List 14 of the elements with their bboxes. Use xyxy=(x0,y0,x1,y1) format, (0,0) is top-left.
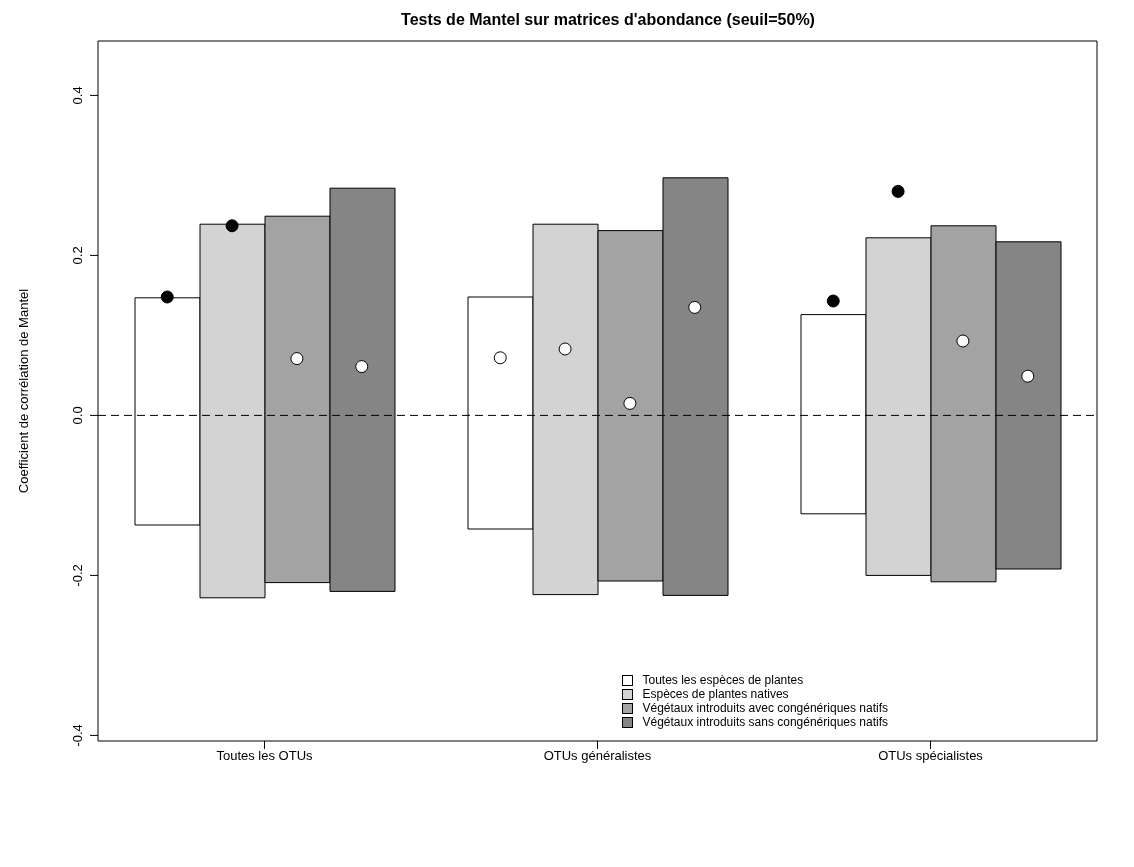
legend-label: Végétaux introduits avec congénériques natifs xyxy=(642,701,888,715)
x-tick-label: OTUs spécialistes xyxy=(878,748,984,764)
legend-label: Espèces de plantes natives xyxy=(642,687,789,701)
x-tick-label: OTUs généralistes xyxy=(543,748,652,764)
legend-label: Végétaux introduits sans congénériques natifs xyxy=(642,715,888,729)
legend-label: Toutes les espèces de plantes xyxy=(642,673,804,687)
y-tick-label: 0.0 xyxy=(70,406,85,425)
y-tick-label: -0.2 xyxy=(70,564,85,587)
y-tick-label: 0.2 xyxy=(70,246,85,265)
x-tick-label: Toutes les OTUs xyxy=(216,748,314,764)
chart-title: Tests de Mantel sur matrices d'abondance (seuil=50%) xyxy=(400,10,816,30)
y-axis-title: Coefficient de corrélation de Mantel xyxy=(15,288,31,494)
y-tick-label: -0.4 xyxy=(70,724,85,747)
y-tick-label: 0.4 xyxy=(70,86,85,105)
